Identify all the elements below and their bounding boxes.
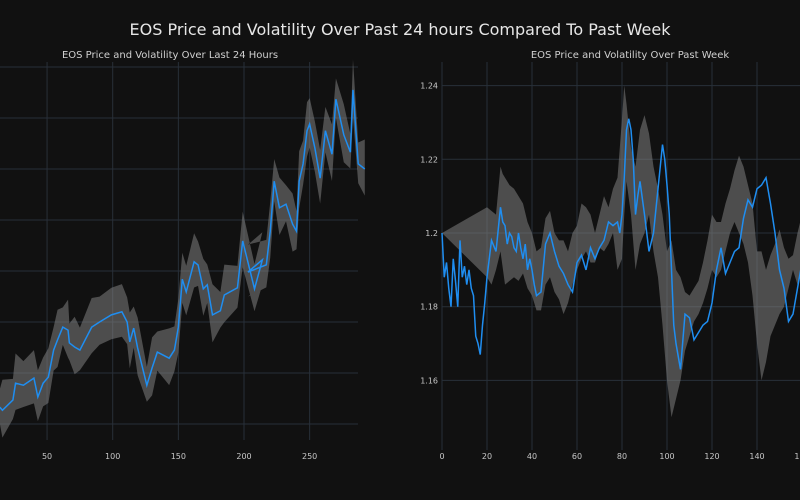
right-y-tick-label: 1.22 xyxy=(420,155,438,164)
left-volatility-band xyxy=(0,59,365,438)
right-volatility-band xyxy=(442,85,800,418)
right-y-tick-label: 1.18 xyxy=(420,303,438,312)
left-band-area xyxy=(0,59,365,438)
right-x-tick-label: 160 xyxy=(794,452,800,461)
main-title: EOS Price and Volatility Over Past 24 ho… xyxy=(129,20,671,39)
left-grid xyxy=(0,62,358,440)
right-chart: EOS Price and Volatility Over Past Week … xyxy=(420,50,800,461)
right-x-tick-label: 80 xyxy=(617,452,627,461)
left-chart-title: EOS Price and Volatility Over Last 24 Ho… xyxy=(62,50,278,61)
right-price-line xyxy=(441,118,800,370)
right-x-tick-label: 40 xyxy=(527,452,537,461)
left-x-tick-label: 100 xyxy=(105,452,120,461)
right-chart-title: EOS Price and Volatility Over Past Week xyxy=(531,50,730,61)
right-x-tick-label: 60 xyxy=(572,452,582,461)
right-x-ticks: 0 20 40 60 80 100 120 140 160 xyxy=(439,452,800,461)
right-x-tick-label: 120 xyxy=(704,452,719,461)
left-x-tick-label: 250 xyxy=(302,452,317,461)
right-price-series xyxy=(441,118,800,370)
right-x-tick-label: 20 xyxy=(482,452,492,461)
right-x-tick-label: 100 xyxy=(659,452,674,461)
right-y-ticks: 1.16 1.18 1.2 1.22 1.24 xyxy=(420,82,438,386)
left-chart: EOS Price and Volatility Over Last 24 Ho… xyxy=(0,50,366,461)
right-y-tick-label: 1.2 xyxy=(425,229,438,238)
right-y-tick-label: 1.24 xyxy=(420,82,438,91)
right-x-tick-label: 0 xyxy=(439,452,444,461)
left-price-line xyxy=(0,89,366,412)
right-band-area xyxy=(442,85,800,418)
right-y-tick-label: 1.16 xyxy=(420,376,438,385)
left-x-ticks: 50 100 150 200 250 xyxy=(42,452,317,461)
right-x-tick-label: 140 xyxy=(749,452,764,461)
left-price-series xyxy=(0,89,366,412)
left-x-tick-label: 150 xyxy=(171,452,186,461)
left-x-tick-label: 50 xyxy=(42,452,52,461)
left-x-tick-label: 200 xyxy=(236,452,251,461)
